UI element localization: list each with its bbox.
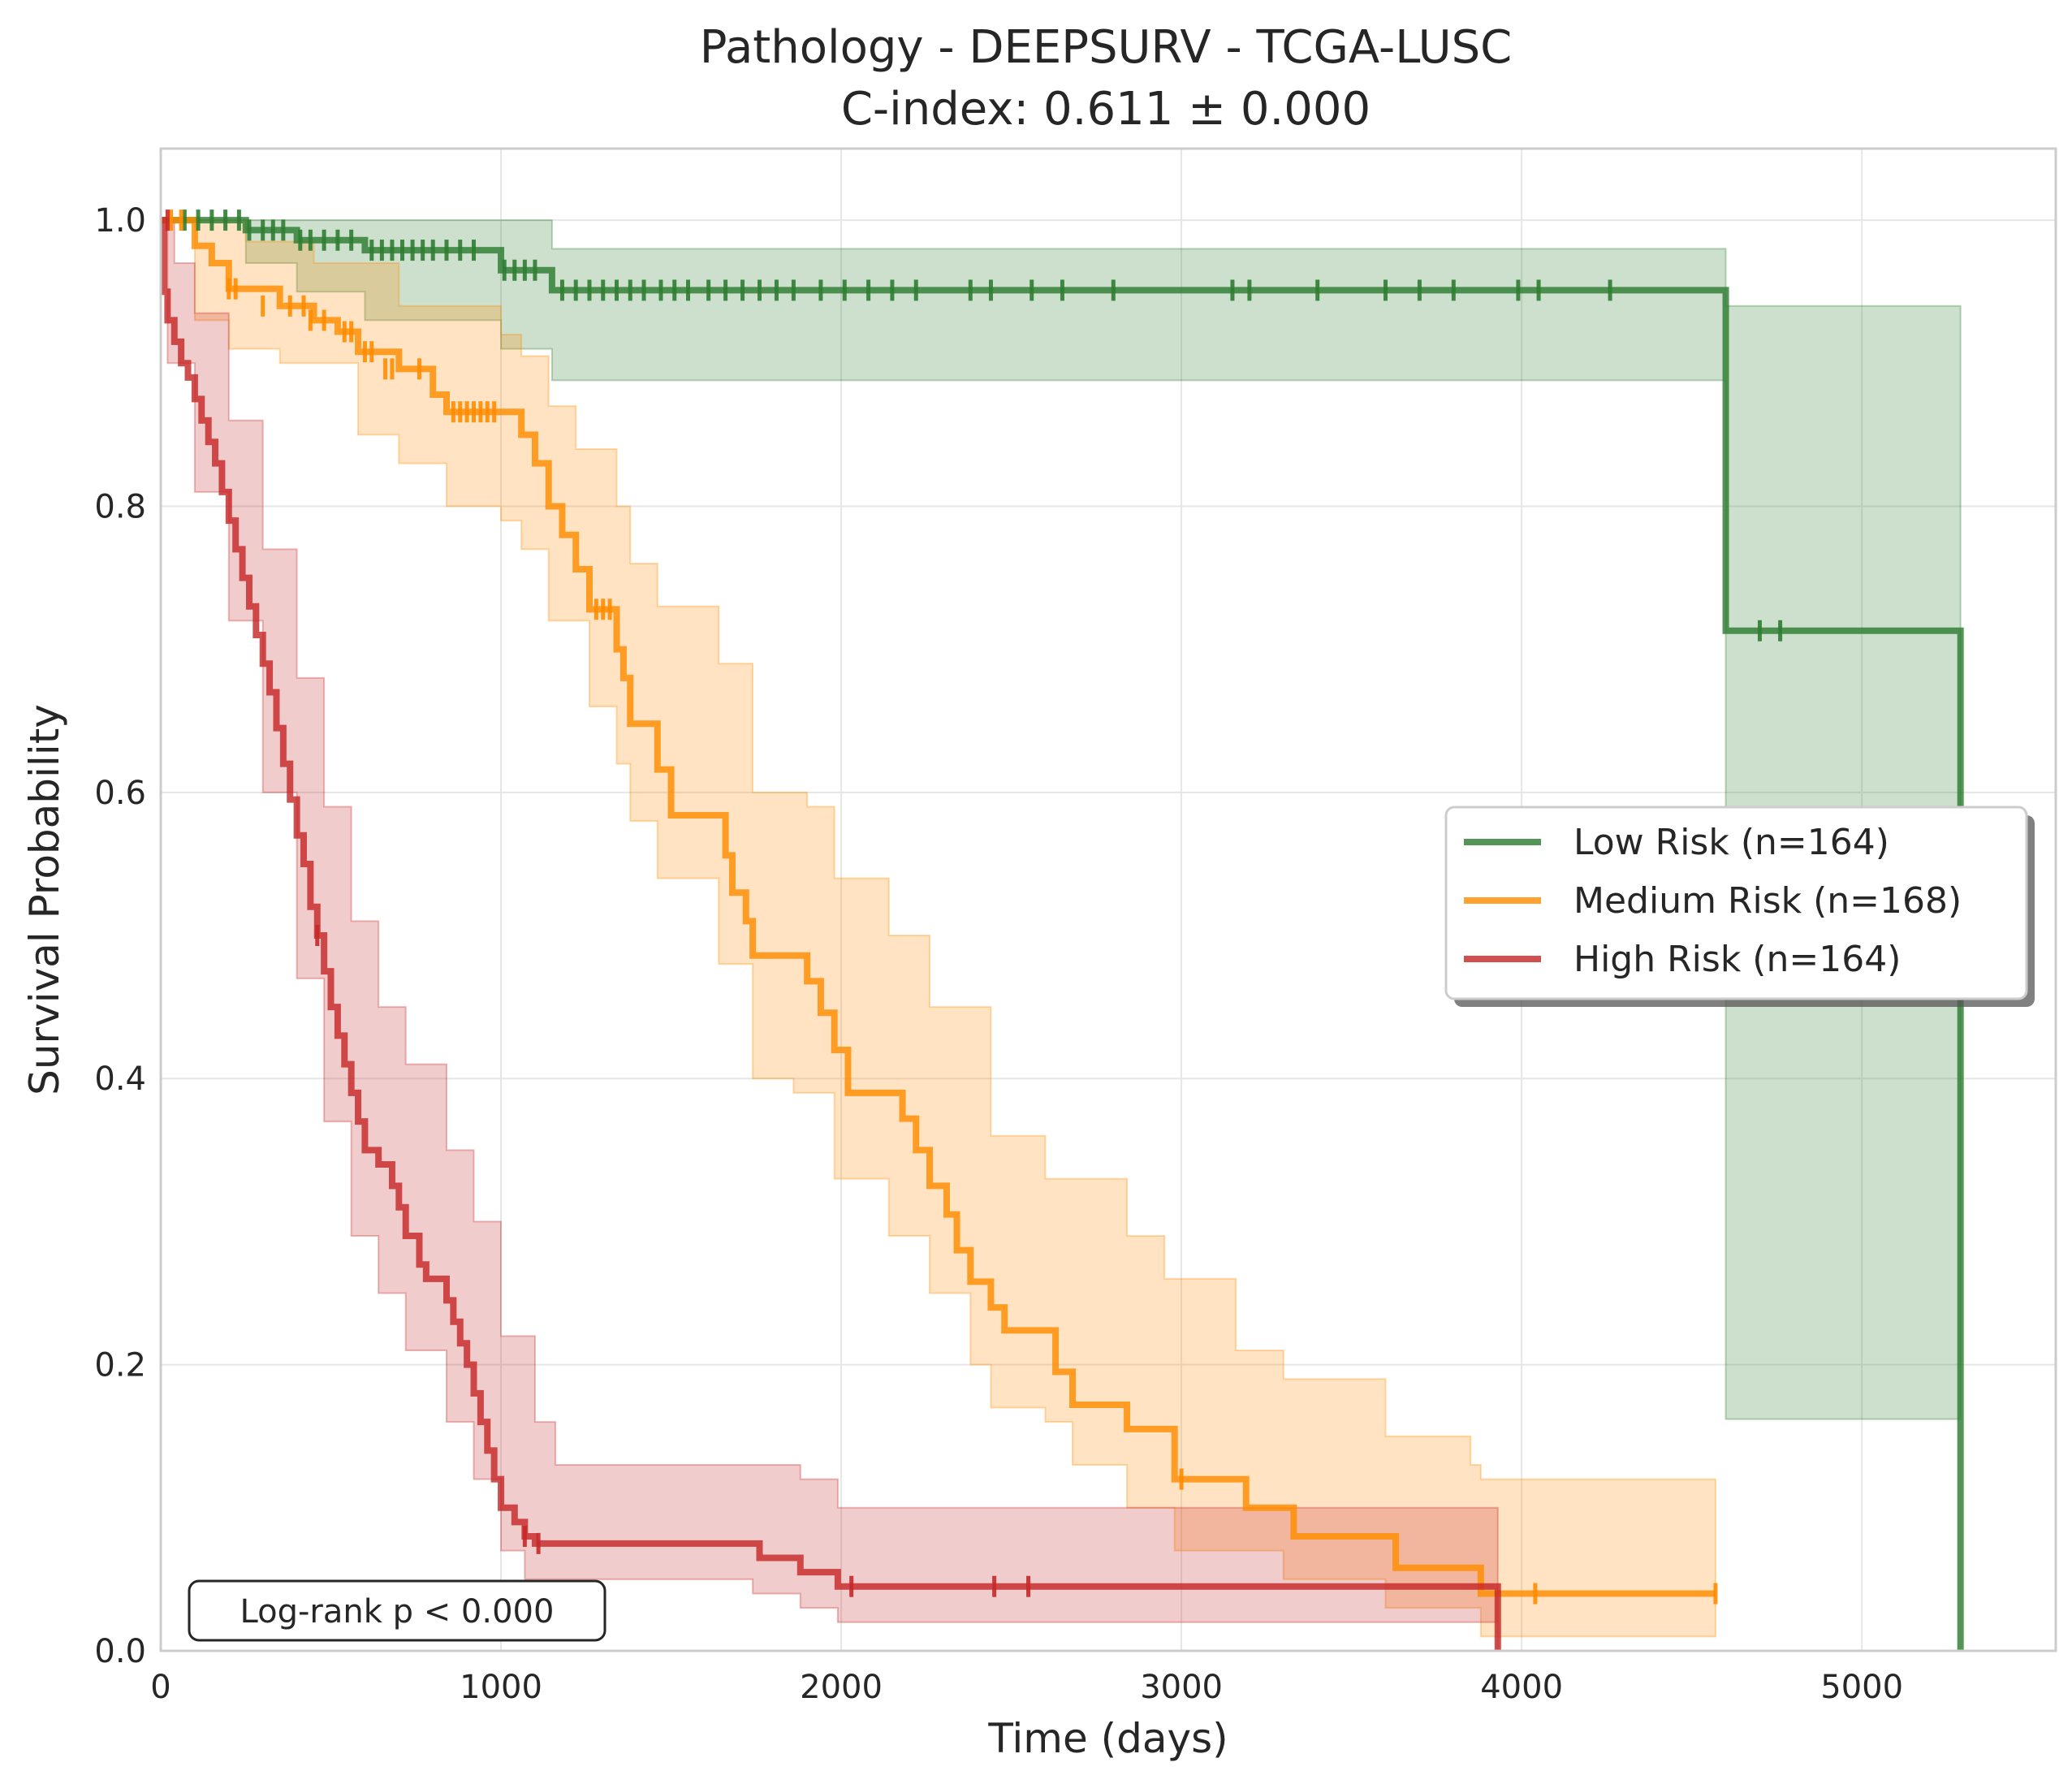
y-tick-label: 0.8 bbox=[94, 488, 146, 525]
censor-marks bbox=[165, 210, 1783, 1605]
x-tick-label: 1000 bbox=[460, 1669, 542, 1706]
low-risk-confidence-band bbox=[161, 219, 1962, 1420]
y-axis-label: Survival Probability bbox=[21, 704, 68, 1095]
high-risk-legend-label: High Risk (n=164) bbox=[1573, 939, 1901, 980]
x-tick-label: 3000 bbox=[1140, 1669, 1223, 1706]
medium-risk-legend-label: Medium Risk (n=168) bbox=[1573, 880, 1962, 922]
pvalue-annotation: Log-rank p < 0.000 bbox=[188, 1579, 606, 1642]
x-tick-label: 0 bbox=[150, 1669, 171, 1706]
high-risk-confidence-band bbox=[161, 219, 1499, 1651]
high-risk-curve bbox=[161, 217, 1501, 1651]
chart-title: Pathology - DEEPSURV - TCGA-LUSC bbox=[700, 21, 1513, 74]
legend: Low Risk (n=164) Medium Risk (n=168) High … bbox=[1444, 806, 2035, 1007]
medium-risk-confidence-band bbox=[161, 219, 1716, 1638]
y-tick-label: 0.2 bbox=[94, 1347, 146, 1384]
confidence-bands bbox=[161, 219, 1962, 1651]
y-tick-label: 0.0 bbox=[94, 1633, 146, 1670]
pvalue-text: Log-rank p < 0.000 bbox=[240, 1593, 555, 1631]
y-tick-label: 0.6 bbox=[94, 775, 146, 812]
chart-subtitle: C-index: 0.611 ± 0.000 bbox=[841, 83, 1371, 136]
plot-frame bbox=[159, 147, 2057, 1652]
medium-risk-curve bbox=[161, 217, 1716, 1597]
x-tick-label: 4000 bbox=[1480, 1669, 1563, 1706]
x-tick-label: 2000 bbox=[800, 1669, 883, 1706]
x-axis-label: Time (days) bbox=[987, 1715, 1228, 1762]
y-tick-label: 1.0 bbox=[94, 202, 146, 240]
low-risk-legend-label: Low Risk (n=164) bbox=[1573, 822, 1889, 863]
y-tick-label: 0.4 bbox=[94, 1060, 146, 1098]
x-tick-label: 5000 bbox=[1820, 1669, 1903, 1706]
axis-ticks: 0 1000 2000 3000 4000 5000 0.0 0.2 0.4 0.6 0.8 1.0 bbox=[94, 202, 1903, 1706]
